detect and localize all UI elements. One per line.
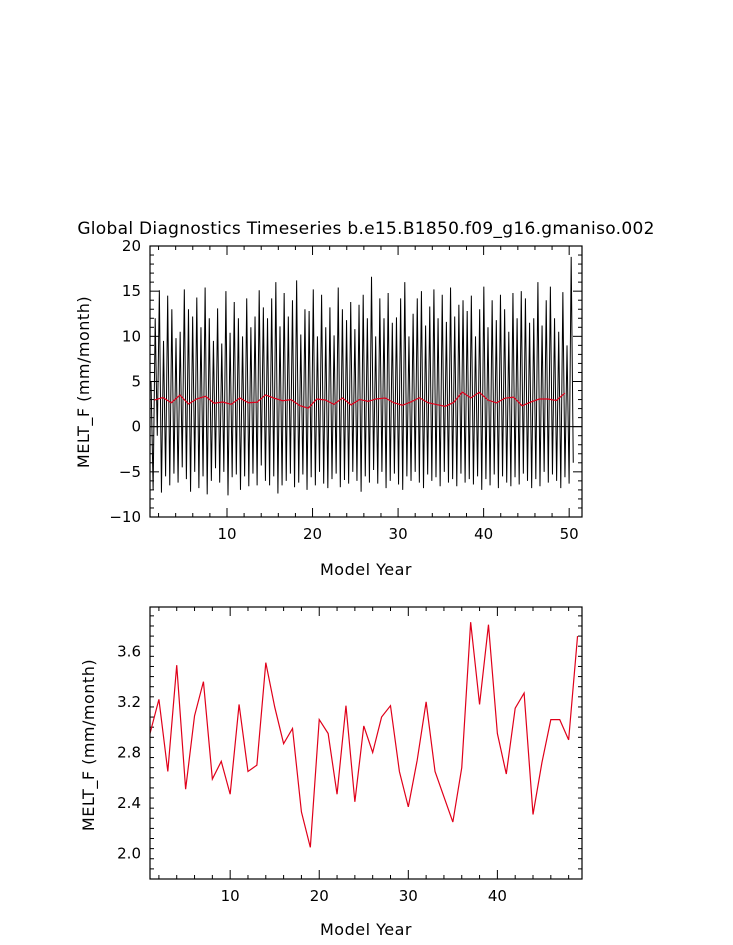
top-plot-frame bbox=[149, 245, 583, 518]
top-y-tick-label: 5 bbox=[131, 373, 141, 391]
top-x-tick-label: 10 bbox=[217, 525, 236, 543]
top-y-tick-label: 0 bbox=[131, 418, 141, 436]
bottom-x-tick-labels: 10 20 30 40 bbox=[221, 887, 507, 905]
top-y-tick-labels: −10 −5 0 5 10 15 20 bbox=[109, 237, 141, 526]
annual-mean-series-line bbox=[154, 391, 566, 409]
plot-annual-mean: 10 20 30 40 2.0 2.4 2.8 3.2 3.6 Model Year MELT… bbox=[79, 606, 583, 939]
bottom-ticks bbox=[150, 607, 582, 880]
top-y-tick-label: 15 bbox=[122, 282, 141, 300]
top-y-tick-label: 10 bbox=[122, 327, 141, 345]
bottom-y-tick-label: 2.0 bbox=[117, 845, 141, 863]
bottom-y-tick-label: 2.4 bbox=[117, 794, 141, 812]
bottom-y-tick-label: 3.2 bbox=[117, 693, 141, 711]
top-y-axis-label: MELT_F (mm/month) bbox=[74, 296, 94, 468]
bottom-x-tick-label: 20 bbox=[310, 887, 329, 905]
top-x-tick-labels: 10 20 30 40 50 bbox=[217, 525, 578, 543]
top-x-tick-label: 30 bbox=[389, 525, 408, 543]
bottom-plot-frame bbox=[149, 606, 583, 880]
bottom-y-tick-label: 3.6 bbox=[117, 642, 141, 660]
top-ticks bbox=[150, 245, 582, 518]
bottom-x-tick-label: 10 bbox=[221, 887, 240, 905]
monthly-series-line bbox=[150, 256, 574, 496]
top-y-tick-label: −5 bbox=[119, 463, 141, 481]
plot-monthly-and-annual: 10 20 30 40 50 −10 −5 0 5 10 15 20 Model Year MELT… bbox=[74, 237, 583, 579]
top-x-axis-label: Model Year bbox=[320, 560, 412, 579]
bottom-y-tick-label: 2.8 bbox=[117, 743, 141, 761]
chart-title: Global Diagnostics Timeseries b.e15.B185… bbox=[77, 219, 654, 239]
top-x-tick-label: 50 bbox=[560, 525, 579, 543]
bottom-y-tick-labels: 2.0 2.4 2.8 3.2 3.6 bbox=[117, 642, 141, 862]
top-x-tick-label: 40 bbox=[474, 525, 493, 543]
bottom-x-tick-label: 40 bbox=[488, 887, 507, 905]
annual-mean-series-line bbox=[149, 622, 579, 848]
top-x-tick-label: 20 bbox=[303, 525, 322, 543]
bottom-x-tick-label: 30 bbox=[399, 887, 418, 905]
top-y-tick-label: 20 bbox=[122, 237, 141, 255]
bottom-y-axis-label: MELT_F (mm/month) bbox=[79, 659, 99, 831]
top-y-tick-label: −10 bbox=[109, 508, 141, 526]
bottom-x-axis-label: Model Year bbox=[320, 920, 412, 939]
